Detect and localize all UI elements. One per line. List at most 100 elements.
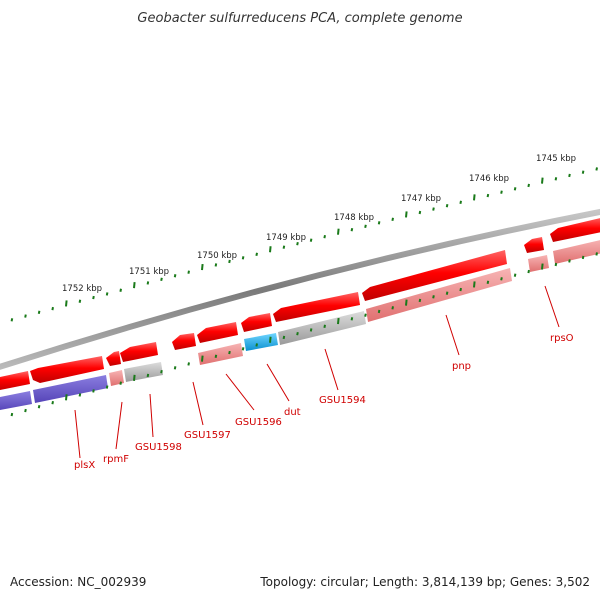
ruler-tick bbox=[92, 295, 95, 300]
leader-line bbox=[225, 373, 255, 411]
lower-tick bbox=[228, 350, 231, 355]
lower-tick bbox=[500, 277, 503, 281]
gene-label-rpmF[interactable]: rpmF bbox=[103, 454, 129, 465]
ruler-tick bbox=[37, 310, 41, 315]
lower-tick bbox=[309, 328, 313, 332]
ruler-tick bbox=[51, 306, 54, 311]
gene-label-GSU1596[interactable]: GSU1596 bbox=[235, 417, 282, 428]
lower-tick bbox=[527, 269, 530, 274]
lower-tick bbox=[241, 347, 245, 351]
cds-arrow[interactable] bbox=[197, 322, 238, 343]
lower-tick bbox=[187, 362, 190, 366]
ruler-tick bbox=[486, 193, 490, 198]
ruler-tick bbox=[269, 246, 272, 253]
ruler-tick bbox=[581, 170, 585, 174]
lower-tick bbox=[133, 374, 136, 381]
ruler-tick bbox=[133, 282, 136, 289]
lower-tick bbox=[405, 299, 408, 306]
ruler-tick bbox=[65, 300, 68, 307]
lower-tick bbox=[377, 309, 381, 314]
gene-label-pnp[interactable]: pnp bbox=[452, 361, 471, 372]
lower-tick bbox=[459, 287, 462, 292]
ruler-tick bbox=[105, 292, 109, 296]
lower-tick bbox=[146, 373, 150, 378]
ruler-label: 1746 kbp bbox=[469, 174, 509, 184]
lower-tick bbox=[337, 317, 340, 325]
lower-tick bbox=[432, 295, 435, 299]
feature-block[interactable] bbox=[366, 268, 512, 322]
cds-arrow[interactable] bbox=[172, 333, 196, 350]
lower-tick bbox=[119, 381, 122, 385]
leader-line bbox=[324, 348, 339, 391]
cds-arrow[interactable] bbox=[362, 250, 507, 301]
lower-tick bbox=[201, 355, 204, 362]
ruler-tick bbox=[418, 210, 422, 215]
lower-tick bbox=[255, 343, 258, 347]
ruler-tick bbox=[24, 314, 27, 318]
gene-label-GSU1594[interactable]: GSU1594 bbox=[319, 395, 366, 406]
ruler-tick bbox=[568, 173, 571, 178]
lower-tick bbox=[418, 298, 422, 303]
lower-tick bbox=[364, 313, 367, 317]
ruler-tick bbox=[377, 221, 381, 225]
ruler-tick bbox=[323, 235, 326, 239]
ruler-tick bbox=[527, 183, 530, 188]
accession: Accession: NC_002939 bbox=[10, 575, 146, 589]
ruler-tick bbox=[187, 270, 190, 274]
ruler-tick bbox=[364, 224, 367, 228]
lower-tick bbox=[282, 335, 286, 340]
leader-line bbox=[115, 401, 123, 450]
feature-block[interactable] bbox=[124, 362, 163, 382]
cds-arrow[interactable] bbox=[241, 313, 272, 332]
lower-tick bbox=[486, 280, 490, 285]
feature-block[interactable] bbox=[33, 375, 108, 403]
cds-arrow[interactable] bbox=[273, 292, 360, 322]
lower-ticks bbox=[10, 252, 598, 417]
ruler-tick bbox=[296, 242, 299, 246]
lower-tick bbox=[350, 317, 354, 321]
lower-tick bbox=[269, 336, 272, 343]
ruler-tick bbox=[350, 228, 354, 232]
ruler-tick bbox=[241, 256, 245, 260]
cds-arrow[interactable] bbox=[30, 356, 104, 383]
gene-label-rpsO[interactable]: rpsO bbox=[550, 333, 574, 344]
gene-label-plsX[interactable]: plsX bbox=[74, 460, 95, 471]
cds-arrow[interactable] bbox=[120, 342, 158, 362]
ruler-tick bbox=[595, 167, 598, 171]
cds-arrow[interactable] bbox=[106, 351, 121, 366]
feature-block[interactable] bbox=[109, 370, 124, 386]
ruler-label: 1749 kbp bbox=[266, 233, 306, 243]
ruler-tick bbox=[228, 259, 231, 264]
lower-tick bbox=[173, 366, 177, 370]
feature-block[interactable] bbox=[0, 391, 32, 411]
genome-summary: Topology: circular; Length: 3,814,139 bp… bbox=[259, 575, 590, 589]
feature-block[interactable] bbox=[244, 333, 278, 351]
lower-tick bbox=[214, 354, 218, 359]
leader-line bbox=[149, 393, 154, 438]
lower-tick bbox=[541, 263, 544, 270]
lower-tick bbox=[445, 291, 449, 295]
leader-line bbox=[266, 363, 290, 402]
ruler-tick bbox=[500, 190, 503, 194]
ruler-label: 1748 kbp bbox=[334, 213, 374, 223]
feature-block[interactable] bbox=[278, 311, 366, 345]
ruler-tick bbox=[146, 281, 150, 285]
lower-tick bbox=[37, 404, 41, 409]
feature-block[interactable] bbox=[198, 343, 243, 365]
ruler-label: 1747 kbp bbox=[401, 194, 441, 204]
gene-label-dut[interactable]: dut bbox=[284, 407, 301, 418]
cds-arrow[interactable] bbox=[524, 237, 544, 253]
lower-tick bbox=[160, 369, 163, 374]
cds-arrow[interactable] bbox=[0, 371, 30, 391]
ruler-label: 1750 kbp bbox=[197, 251, 237, 261]
gene-label-GSU1597[interactable]: GSU1597 bbox=[184, 430, 231, 441]
ruler-tick bbox=[541, 177, 544, 184]
gene-label-GSU1598[interactable]: GSU1598 bbox=[135, 442, 182, 453]
cds-arrow[interactable] bbox=[550, 217, 600, 242]
feature-block[interactable] bbox=[528, 255, 549, 272]
feature-block[interactable] bbox=[553, 239, 600, 264]
ruler-label: 1752 kbp bbox=[62, 284, 102, 294]
leader-line bbox=[544, 285, 560, 328]
lower-tick bbox=[581, 255, 585, 260]
leader-line bbox=[74, 409, 81, 459]
